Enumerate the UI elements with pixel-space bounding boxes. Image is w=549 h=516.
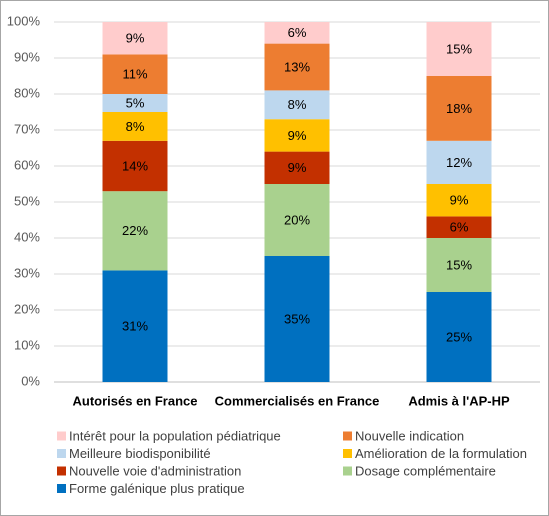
bar-segment [264,184,330,256]
data-label: 14% [122,158,148,173]
x-tick-label: Admis à l'AP-HP [408,393,510,408]
bar-segment [264,256,330,382]
bar-segment [426,22,492,76]
bar-segment [426,140,492,184]
data-label: 6% [450,220,469,235]
legend-swatch [57,484,66,493]
data-label: 9% [288,128,307,143]
y-tick-label: 50% [14,193,40,208]
legend-swatch [343,449,352,458]
y-tick-label: 90% [14,49,40,64]
data-label: 5% [126,95,145,110]
bar-segment [264,119,330,152]
bar-segment [102,94,168,112]
bar-segment [264,43,330,91]
legend-label: Meilleure biodisponibilité [69,446,211,461]
data-label: 12% [446,155,472,170]
y-tick-label: 40% [14,229,40,244]
data-label: 11% [122,67,147,82]
y-tick-label: 60% [14,157,40,172]
data-label: 13% [284,59,310,74]
legend-label: Dosage complémentaire [355,463,496,478]
y-tick-label: 80% [14,85,40,100]
legend-swatch [343,466,352,476]
data-label: 31% [122,319,148,334]
data-label: 25% [446,329,472,344]
x-tick-label: Commercialisés en France [215,393,380,408]
y-tick-label: 0% [21,373,40,388]
data-label: 15% [446,41,472,56]
bar-segment [102,140,168,192]
bar-segment [426,216,492,238]
data-label: 18% [446,101,472,116]
legend-swatch [343,431,352,441]
y-tick-label: 100% [7,13,41,28]
bar-segment [102,54,168,94]
legend-swatch [57,431,66,441]
bar-segment [264,151,330,184]
y-tick-label: 20% [14,301,40,316]
legend-label: Nouvelle indication [355,428,464,443]
bar-segment [426,238,492,292]
legend-swatch [57,449,66,458]
y-tick-label: 10% [14,337,40,352]
bar-segment [426,292,492,382]
data-label: 35% [284,311,310,326]
bar-segment [426,184,492,217]
data-label: 15% [446,257,472,272]
legend-label: Nouvelle voie d'administration [69,463,241,478]
y-tick-label: 70% [14,121,40,136]
legend-swatch [57,466,66,476]
legend-label: Forme galénique plus pratique [69,481,245,496]
data-label: 9% [126,31,145,46]
y-tick-label: 30% [14,265,40,280]
bar-segment [102,191,168,271]
x-tick-label: Autorisés en France [73,393,198,408]
data-label: 8% [288,97,307,112]
bar-segment [102,22,168,55]
bar-segment [264,22,330,44]
data-label: 8% [126,119,145,134]
data-label: 22% [122,223,148,238]
data-label: 9% [450,193,469,208]
bar-segment [264,90,330,120]
data-label: 20% [284,212,310,227]
bar-segment [426,76,492,141]
bar-segment [102,270,168,382]
data-label: 6% [288,25,307,40]
legend-label: Amélioration de la formulation [355,446,527,461]
bar-segment [102,112,168,141]
data-label: 9% [288,160,307,175]
legend-label: Intérêt pour la population pédiatrique [69,428,281,443]
